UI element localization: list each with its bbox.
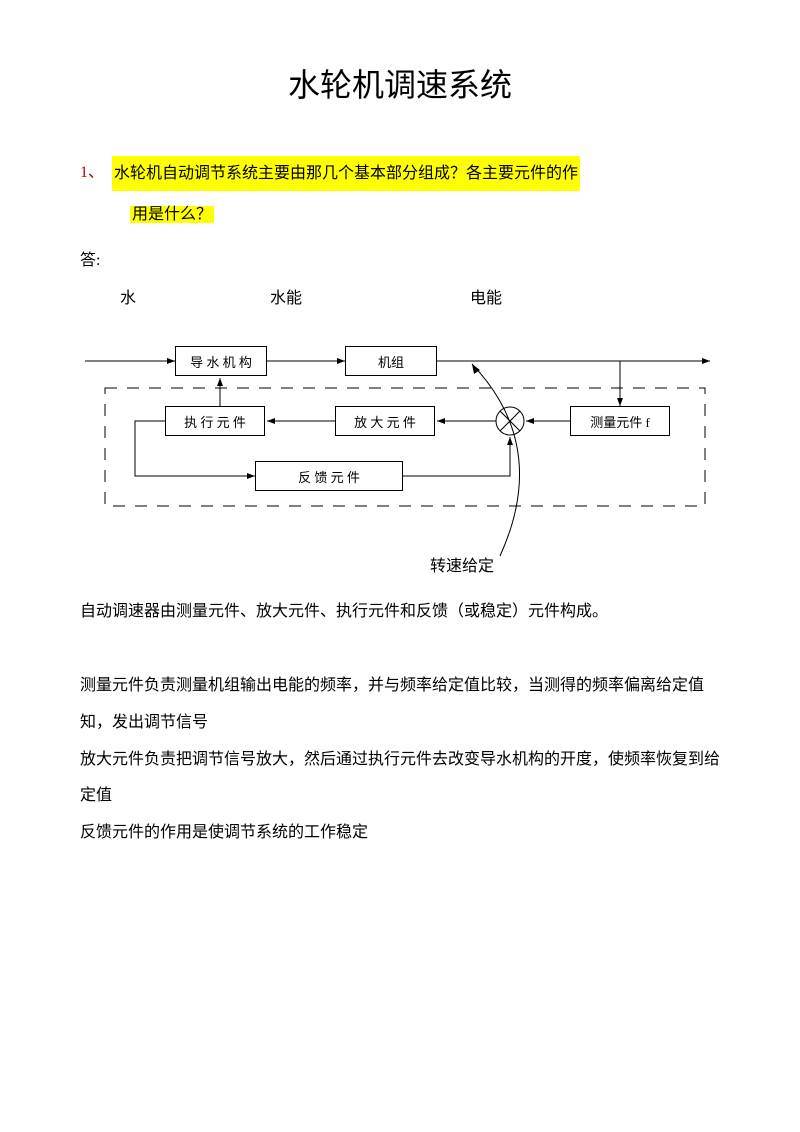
answer-body: 自动调速器由测量元件、放大元件、执行元件和反馈（或稳定）元件构成。 测量元件负责…: [80, 594, 720, 852]
answer-label: 答:: [80, 246, 720, 270]
label-water-energy: 水能: [270, 284, 470, 308]
flowchart-diagram: 导 水 机 构 机组 执 行 元 件 放 大 元 件 测量元件 f 反 馈 元 …: [80, 316, 720, 576]
para-4: 反馈元件的作用是使调节系统的工作稳定: [80, 815, 720, 852]
label-water: 水: [120, 284, 270, 308]
box-measure: 测量元件 f: [570, 406, 670, 436]
para-0: 自动调速器由测量元件、放大元件、执行元件和反馈（或稳定）元件构成。: [80, 594, 720, 631]
box-guide: 导 水 机 构: [175, 346, 267, 376]
box-exec: 执 行 元 件: [165, 406, 265, 436]
box-amp: 放 大 元 件: [335, 406, 435, 436]
label-electric-energy: 电能: [470, 284, 502, 308]
para-2: 测量元件负责测量机组输出电能的频率，并与频率给定值比较，当测得的频率偏离给定值知…: [80, 668, 720, 742]
box-feedback: 反 馈 元 件: [255, 461, 403, 491]
question-line1: 水轮机自动调节系统主要由那几个基本部分组成？各主要元件的作: [112, 156, 580, 191]
question-line2: 用是什么？: [130, 206, 214, 223]
para-1: [80, 631, 720, 668]
page-title: 水轮机调速系统: [80, 60, 720, 106]
flow-labels-row: 水 水能 电能: [80, 284, 720, 308]
box-unit: 机组: [345, 346, 437, 376]
para-3: 放大元件负责把调节信号放大，然后通过执行元件去改变导水机构的开度，使频率恢复到给…: [80, 742, 720, 816]
question-number: 1、: [80, 156, 104, 182]
speed-setpoint-label: 转速给定: [430, 552, 494, 576]
question-block: 1、 水轮机自动调节系统主要由那几个基本部分组成？各主要元件的作: [80, 156, 720, 191]
